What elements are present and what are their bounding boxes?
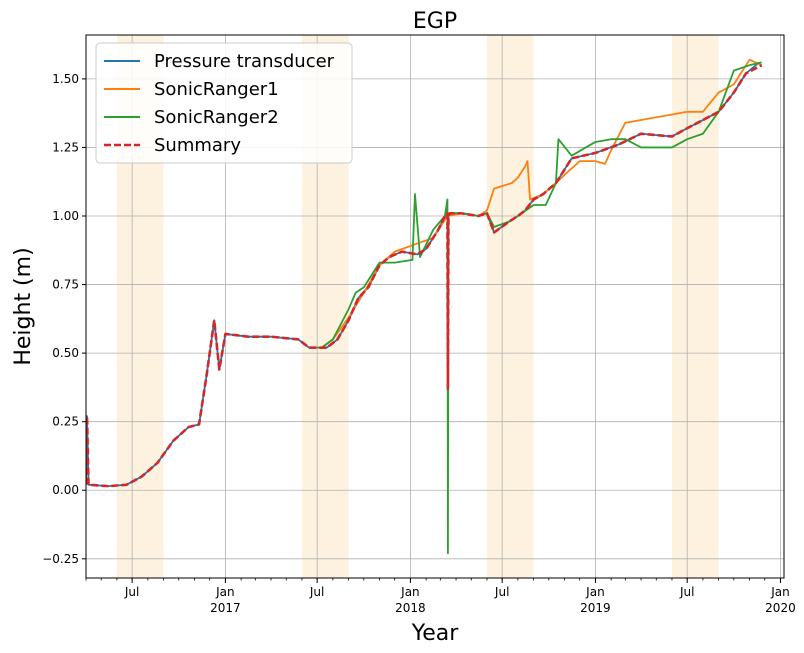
- x-tick-label: Jan: [215, 585, 235, 599]
- y-tick-label: 1.00: [52, 209, 79, 223]
- plot-frame: [85, 34, 785, 579]
- y-tick-label: 1.25: [52, 140, 79, 154]
- shaded-period-3: [486, 35, 534, 578]
- x-tick-label: Jul: [309, 585, 324, 599]
- x-tick-label: Jan: [585, 585, 605, 599]
- legend-label-sonicranger1: SonicRanger1: [154, 79, 279, 100]
- series-line-summary: [86, 64, 763, 488]
- series-line-sonicranger1: [309, 58, 763, 349]
- x-tick-year-label: 2018: [395, 601, 426, 615]
- x-tick-label: Jan: [400, 585, 420, 599]
- legend-label-sonicranger2: SonicRanger2: [154, 107, 279, 128]
- chart-title: EGP: [413, 9, 457, 34]
- legend: Pressure transducer SonicRanger1 SonicRang…: [95, 42, 353, 164]
- x-tick-year-label: 2020: [765, 601, 796, 615]
- x-tick-label: Jul: [124, 585, 139, 599]
- series-line-sonicranger2: [309, 61, 762, 555]
- legend-label-summary: Summary: [154, 135, 241, 156]
- x-axis-label: Year: [411, 621, 460, 646]
- y-tick-label: 0.75: [52, 278, 79, 292]
- x-tick-year-label: 2017: [210, 601, 241, 615]
- shaded-period-4: [671, 35, 719, 578]
- series-lines: [86, 58, 763, 555]
- y-tick-label: 0.00: [52, 483, 79, 497]
- legend-box: [95, 42, 353, 164]
- y-tick-label: 0.50: [52, 346, 79, 360]
- y-tick-label: −0.25: [42, 552, 79, 566]
- legend-label-pressure-transducer: Pressure transducer: [154, 51, 335, 72]
- x-tick-label: Jul: [679, 585, 694, 599]
- y-tick-label: 0.25: [52, 415, 79, 429]
- y-tick-label: 1.50: [52, 72, 79, 86]
- x-tick-year-label: 2019: [580, 601, 611, 615]
- x-tick-label: Jul: [494, 585, 509, 599]
- x-tick-label: Jan: [770, 585, 790, 599]
- y-axis-label: Height (m): [11, 247, 36, 365]
- axis-ticks: −0.25 0.00 0.25 0.50 0.75 1.00 1.25 1.50 Jul Jan 2…: [42, 72, 796, 615]
